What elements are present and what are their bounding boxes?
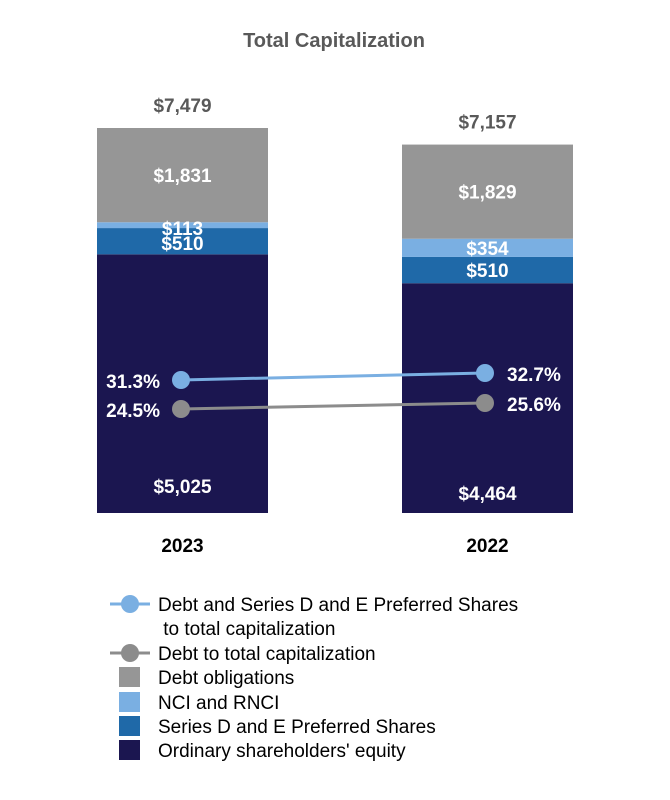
- legend-item-4: Series D and E Preferred Shares: [119, 716, 436, 738]
- legend-label-5-0: Ordinary shareholders' equity: [158, 741, 406, 762]
- ratio-point-1-0: [172, 400, 190, 418]
- ratio-line-1: [180, 401, 486, 411]
- segment-label-2023-0: $5,025: [153, 477, 212, 498]
- legend-label-1-0: Debt to total capitalization: [158, 644, 376, 665]
- legend-label-4-0: Series D and E Preferred Shares: [158, 717, 436, 738]
- legend: Debt and Series D and E Preferred Shares…: [110, 595, 518, 762]
- ratio-label-0-1: 32.7%: [507, 365, 561, 386]
- segment-label-2023-2: $113: [162, 219, 203, 240]
- segment-label-2023-1: $510: [161, 234, 203, 255]
- total-label-2023: $7,479: [153, 96, 211, 117]
- bar-segment-2023-1: [97, 228, 268, 255]
- legend-box-swatch-5: [119, 740, 140, 760]
- segment-label-2022-2: $354: [466, 239, 509, 260]
- lines-layer: 31.3% 32.7% 24.5% 25.6%: [106, 364, 561, 422]
- ratio-point-1-1: [476, 394, 494, 412]
- segment-label-2023-3: $1,831: [153, 166, 212, 187]
- category-label-2023: 2023: [161, 536, 203, 557]
- legend-item-1: Debt to total capitalization: [110, 644, 376, 665]
- legend-label-0-0: Debt and Series D and E Preferred Shares: [158, 595, 518, 616]
- legend-item-2: Debt obligations: [119, 667, 294, 689]
- ratio-label-1-1: 25.6%: [507, 395, 561, 416]
- bar-segment-2022-1: [402, 256, 573, 284]
- legend-marker-1: [121, 644, 139, 662]
- ratio-label-0-0: 31.3%: [106, 372, 160, 393]
- legend-item-0: Debt and Series D and E Preferred Shares…: [110, 595, 518, 640]
- legend-label-2-0: Debt obligations: [158, 668, 294, 689]
- bars-layer: $5,025$510$113$1,831$7,4792023$4,464$510…: [97, 96, 573, 557]
- total-label-2022: $7,157: [458, 113, 516, 134]
- ratio-point-0-1: [476, 364, 494, 382]
- bar-segment-2022-3: [402, 144, 573, 239]
- bar-segment-2023-2: [97, 222, 268, 229]
- legend-item-5: Ordinary shareholders' equity: [119, 740, 406, 762]
- ratio-label-1-0: 24.5%: [106, 401, 160, 422]
- legend-box-swatch-2: [119, 667, 140, 687]
- legend-item-3: NCI and RNCI: [119, 692, 279, 714]
- ratio-line-0: [180, 371, 486, 382]
- legend-box-swatch-4: [119, 716, 140, 736]
- segment-label-2022-3: $1,829: [458, 183, 516, 204]
- ratio-point-0-0: [172, 371, 190, 389]
- legend-label-0-1: to total capitalization: [158, 619, 335, 640]
- segment-label-2022-0: $4,464: [458, 484, 517, 505]
- bar-segment-2022-2: [402, 238, 573, 257]
- category-label-2022: 2022: [466, 536, 508, 557]
- legend-marker-0: [121, 595, 139, 613]
- bar-segment-2023-3: [97, 128, 268, 223]
- chart-title: Total Capitalization: [243, 30, 425, 52]
- segment-label-2022-1: $510: [466, 261, 508, 282]
- legend-label-3-0: NCI and RNCI: [158, 693, 279, 714]
- legend-box-swatch-3: [119, 692, 140, 712]
